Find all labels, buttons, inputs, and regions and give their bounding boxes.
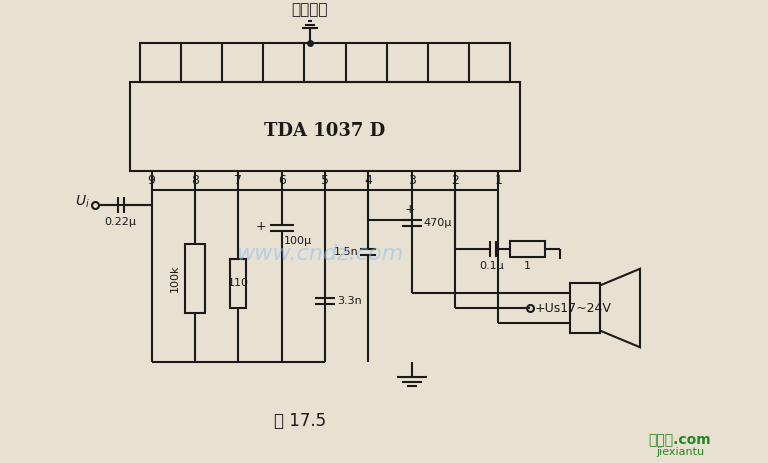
Text: 5: 5 [321, 174, 329, 187]
Text: 1.5n: 1.5n [333, 247, 359, 257]
Text: 图 17.5: 图 17.5 [274, 412, 326, 430]
Text: +Us17~24V: +Us17~24V [535, 301, 612, 314]
Text: $U_i$: $U_i$ [75, 194, 90, 210]
Text: 0.22μ: 0.22μ [104, 217, 136, 227]
Text: 0.1μ: 0.1μ [480, 261, 505, 271]
Text: 低频地线: 低频地线 [292, 2, 328, 17]
Text: 1: 1 [495, 174, 502, 187]
Text: jiexiantu: jiexiantu [656, 447, 704, 457]
Text: www.cndz.com: www.cndz.com [237, 244, 404, 264]
Text: 110: 110 [228, 278, 249, 288]
Text: 1: 1 [524, 261, 531, 271]
Text: 3.3n: 3.3n [337, 296, 362, 306]
Text: 7: 7 [234, 174, 243, 187]
Text: 接线图.com: 接线图.com [649, 433, 711, 447]
Text: 100μ: 100μ [283, 237, 312, 246]
Text: +: + [405, 203, 415, 216]
Text: 100k: 100k [170, 265, 180, 292]
Text: 3: 3 [408, 174, 415, 187]
Text: 470μ: 470μ [424, 218, 452, 228]
Text: +: + [256, 220, 266, 233]
Text: 2: 2 [451, 174, 459, 187]
Text: 6: 6 [278, 174, 286, 187]
Text: 8: 8 [191, 174, 199, 187]
Text: TDA 1037 D: TDA 1037 D [264, 122, 386, 140]
Text: 9: 9 [147, 174, 156, 187]
Text: 4: 4 [364, 174, 372, 187]
